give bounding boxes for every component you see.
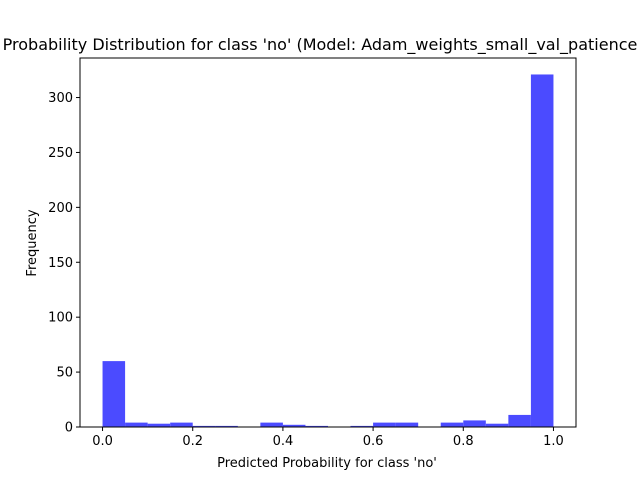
y-tick-label: 100 xyxy=(48,311,73,326)
y-tick-label: 250 xyxy=(48,146,73,161)
histogram-bar xyxy=(192,425,216,427)
histogram-bar xyxy=(530,74,554,428)
plot-frame xyxy=(79,57,577,428)
y-axis-label: Frequency xyxy=(25,209,40,276)
x-tick-label: 1.0 xyxy=(543,434,564,449)
histogram-bar xyxy=(485,423,509,427)
histogram-bar xyxy=(508,414,531,427)
histogram-bar xyxy=(260,422,283,427)
y-tick-label: 200 xyxy=(48,201,73,216)
x-tick-label: 0.0 xyxy=(92,434,113,449)
histogram-bar xyxy=(395,422,419,427)
histogram-bar xyxy=(373,422,396,427)
histogram-bar xyxy=(350,425,374,427)
x-tick-label: 0.4 xyxy=(273,434,294,449)
x-tick-label: 0.8 xyxy=(453,434,474,449)
y-axis-ticks: 0 50 100 150 200 250 300 xyxy=(48,91,80,436)
x-axis-label: Predicted Probability for class 'no' xyxy=(217,456,437,471)
bars-group xyxy=(102,74,554,428)
y-tick-label: 0 xyxy=(65,421,73,436)
histogram-bar xyxy=(282,424,306,427)
histogram-bar xyxy=(215,425,238,427)
x-tick-label: 0.2 xyxy=(182,434,203,449)
y-tick-label: 50 xyxy=(56,366,73,381)
histogram-bar xyxy=(440,422,464,427)
y-tick-label: 300 xyxy=(48,91,73,106)
chart-title: Probability Distribution for class 'no' … xyxy=(3,35,638,55)
histogram-bar xyxy=(170,422,193,427)
histogram-bar xyxy=(463,420,486,427)
histogram-bar xyxy=(102,361,126,427)
x-axis-ticks: 0.0 0.2 0.4 0.6 0.8 1.0 xyxy=(92,427,564,449)
histogram-bar xyxy=(147,423,171,427)
y-tick-label: 150 xyxy=(48,256,73,271)
histogram-bar xyxy=(125,422,148,427)
x-tick-label: 0.6 xyxy=(363,434,384,449)
histogram-bar xyxy=(305,425,328,427)
